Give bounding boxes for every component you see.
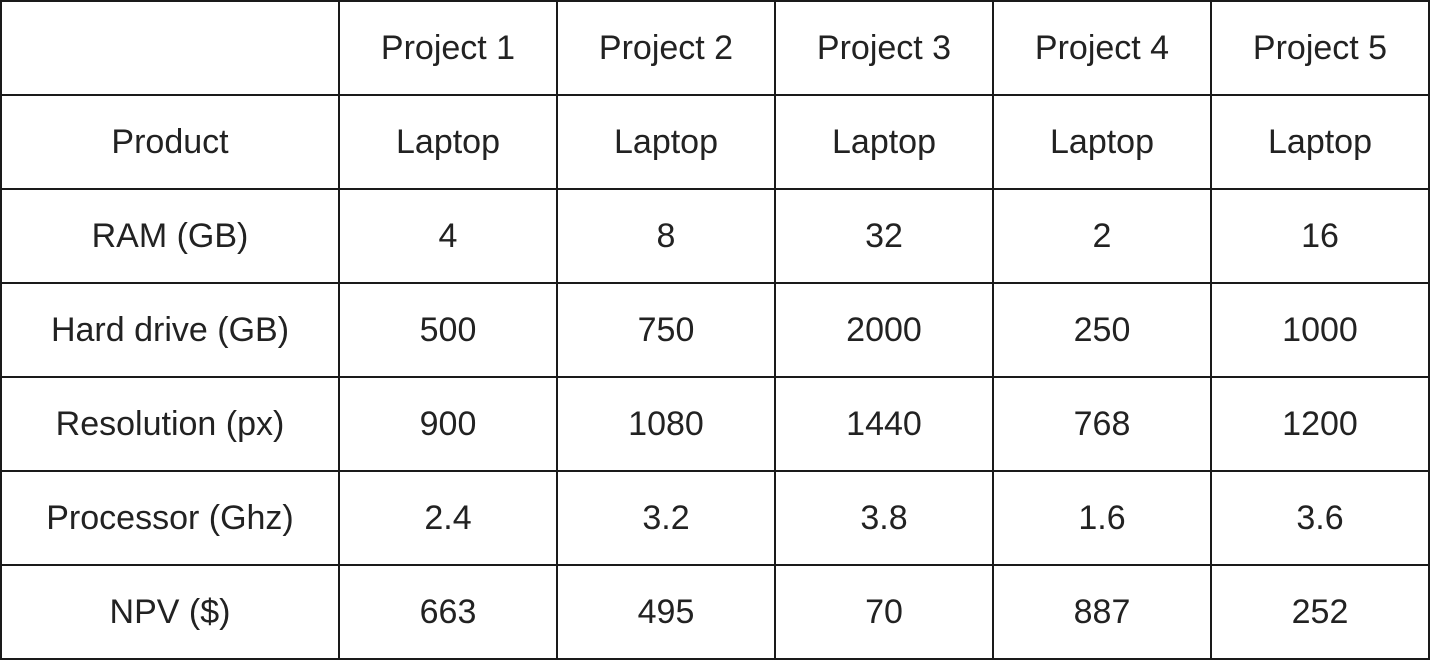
table-cell: 16 — [1210, 188, 1430, 284]
table-row-resolution: Resolution (px) 900 1080 1440 768 1200 — [0, 376, 1430, 472]
table-cell: Laptop — [774, 94, 994, 190]
table-cell: 1200 — [1210, 376, 1430, 472]
table-cell: 500 — [338, 282, 558, 378]
table-cell: 1.6 — [992, 470, 1212, 566]
table-cell: 3.2 — [556, 470, 776, 566]
table-cell: 32 — [774, 188, 994, 284]
table-cell: 4 — [338, 188, 558, 284]
corner-cell — [0, 0, 340, 96]
header-row: Project 1 Project 2 Project 3 Project 4 … — [0, 0, 1430, 96]
table-cell: 1000 — [1210, 282, 1430, 378]
table-cell: 1080 — [556, 376, 776, 472]
table-cell: 663 — [338, 564, 558, 660]
table-cell: 887 — [992, 564, 1212, 660]
table-cell: Laptop — [338, 94, 558, 190]
column-header-project-3: Project 3 — [774, 0, 994, 96]
table-cell: 1440 — [774, 376, 994, 472]
table-row-npv: NPV ($) 663 495 70 887 252 — [0, 564, 1430, 660]
table-row-hard-drive: Hard drive (GB) 500 750 2000 250 1000 — [0, 282, 1430, 378]
table-cell: 70 — [774, 564, 994, 660]
row-label-npv: NPV ($) — [0, 564, 340, 660]
table-cell: 750 — [556, 282, 776, 378]
table-row-product: Product Laptop Laptop Laptop Laptop Lapt… — [0, 94, 1430, 190]
table-cell: Laptop — [992, 94, 1212, 190]
row-label-hard-drive: Hard drive (GB) — [0, 282, 340, 378]
table-cell: 900 — [338, 376, 558, 472]
table-cell: 3.8 — [774, 470, 994, 566]
table-row-ram: RAM (GB) 4 8 32 2 16 — [0, 188, 1430, 284]
table-cell: 768 — [992, 376, 1212, 472]
table-cell: 252 — [1210, 564, 1430, 660]
row-label-product: Product — [0, 94, 340, 190]
column-header-project-5: Project 5 — [1210, 0, 1430, 96]
table-cell: 2 — [992, 188, 1212, 284]
table-cell: Laptop — [556, 94, 776, 190]
row-label-processor: Processor (Ghz) — [0, 470, 340, 566]
table-cell: 3.6 — [1210, 470, 1430, 566]
row-label-ram: RAM (GB) — [0, 188, 340, 284]
column-header-project-1: Project 1 — [338, 0, 558, 96]
table-cell: 8 — [556, 188, 776, 284]
table-cell: Laptop — [1210, 94, 1430, 190]
table-cell: 2.4 — [338, 470, 558, 566]
row-label-resolution: Resolution (px) — [0, 376, 340, 472]
table-row-processor: Processor (Ghz) 2.4 3.2 3.8 1.6 3.6 — [0, 470, 1430, 566]
table-cell: 495 — [556, 564, 776, 660]
table-cell: 250 — [992, 282, 1212, 378]
column-header-project-2: Project 2 — [556, 0, 776, 96]
table-cell: 2000 — [774, 282, 994, 378]
column-header-project-4: Project 4 — [992, 0, 1212, 96]
